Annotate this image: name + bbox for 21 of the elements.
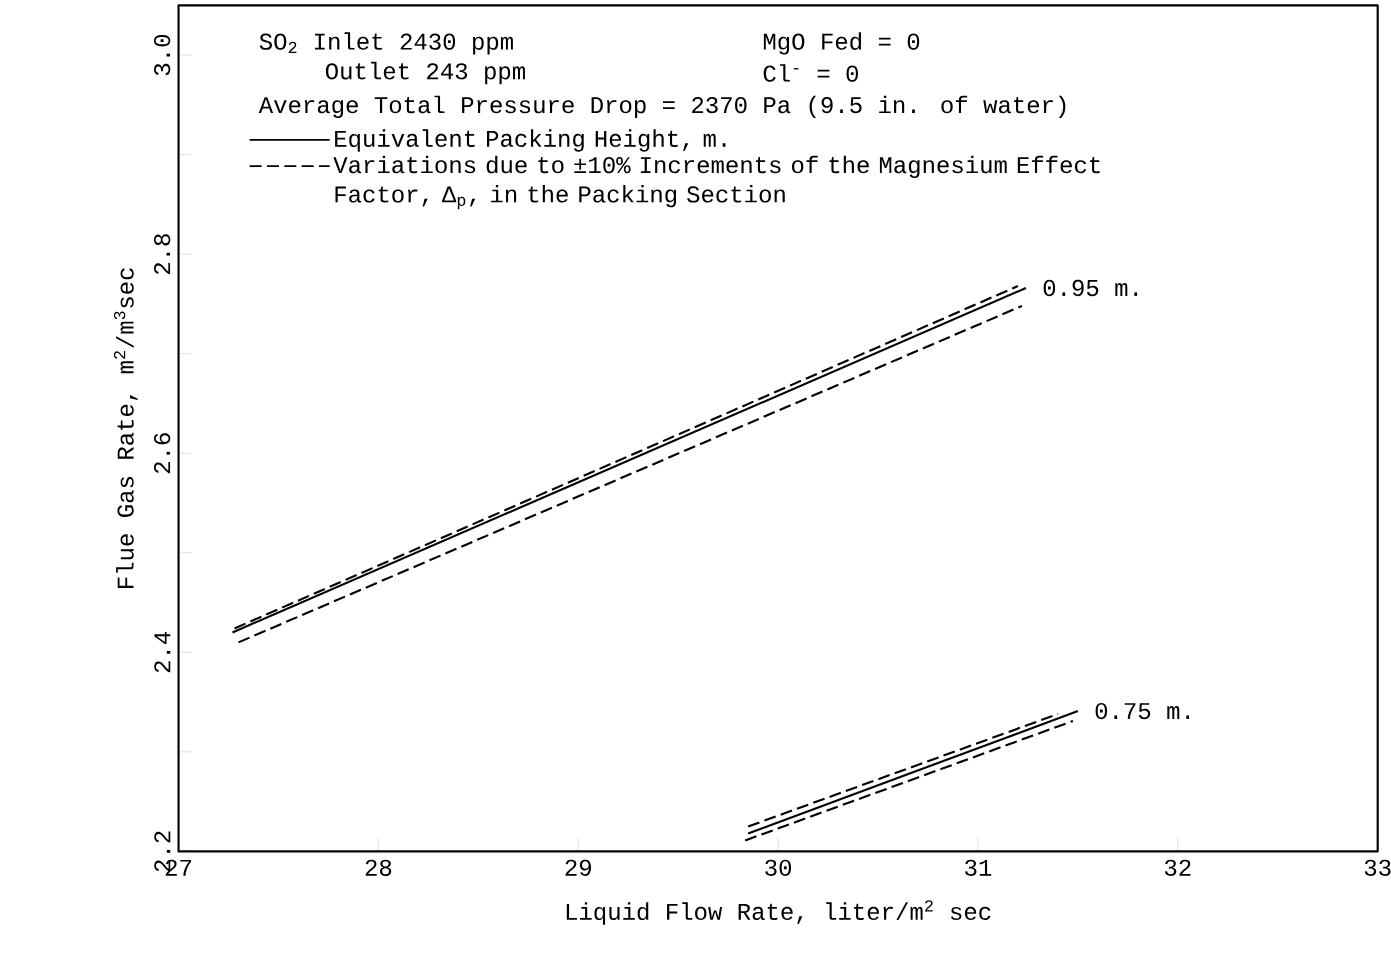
y-tick-label: 2.6 xyxy=(154,433,171,474)
x-tick-label: 33 xyxy=(1364,859,1391,877)
annotation: 0.95 m. xyxy=(1043,280,1138,297)
annotation: MgO Fed = 0 xyxy=(763,32,920,55)
x-tick-label: 32 xyxy=(1164,859,1191,877)
y-tick-label: 2.4 xyxy=(154,632,171,673)
x-axis-title: Liquid Flow Rate, liter/m$^{2}$ sec xyxy=(566,900,991,925)
x-tick-label: 30 xyxy=(765,859,792,877)
legend-label: Equivalent Packing Height, m. xyxy=(335,129,726,152)
x-tick-label: 31 xyxy=(965,859,992,877)
annotation: Average Total Pressure Drop = 2370 Pa (9.5 in. of water) xyxy=(258,95,1066,119)
y-axis-title: Flue Gas Rate, m$^{2}$/m$^{3}$sec xyxy=(113,268,138,589)
y-tick-label: 2.8 xyxy=(154,234,171,275)
annotation: Cl$^{-}$ = 0 xyxy=(763,64,858,82)
x-tick-label: 29 xyxy=(565,859,591,877)
x-tick-label: 28 xyxy=(365,859,392,877)
annotation: Outlet 243 ppm xyxy=(325,62,525,85)
annotation: SO$_{2}$ Inlet 2430 ppm xyxy=(259,32,513,55)
annotation: 0.75 m. xyxy=(1095,703,1190,720)
y-tick-label: 3.0 xyxy=(154,35,171,76)
legend-label: Variations due to ±10% Increments of the Magnesium Effect Factor, Δ$_{p}$, in the Packing Section xyxy=(333,155,1100,210)
